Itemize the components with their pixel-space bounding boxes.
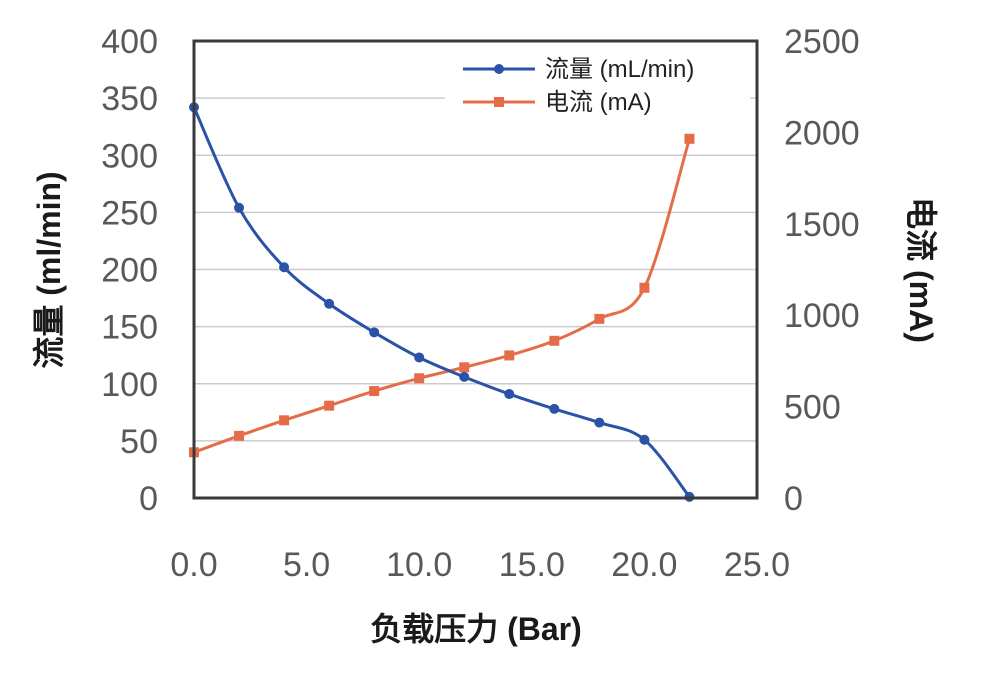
data-point-flow [279, 262, 290, 273]
legend-label-current: 电流 (mA) [545, 89, 652, 116]
data-point-flow [549, 403, 560, 414]
x-tick-label: 5.0 [283, 546, 330, 584]
plot-series [189, 102, 695, 502]
x-tick-label: 20.0 [611, 546, 677, 584]
y-left-tick-label: 0 [139, 480, 158, 518]
y-left-tick-label: 50 [120, 423, 158, 461]
series-line-flow [192, 106, 691, 498]
data-point-current [369, 386, 380, 397]
data-point-flow [459, 371, 470, 382]
tick-labels: 0 50 100 150 200 250 300 350 400 0 500 1000 1500 2000… [101, 23, 859, 584]
y-left-tick-label: 350 [101, 80, 158, 118]
gridlines [194, 97, 757, 442]
data-point-current [684, 133, 695, 144]
legend-label-flow: 流量 (mL/min) [545, 56, 694, 83]
data-point-current [279, 415, 290, 426]
legend-background [445, 50, 750, 122]
y-right-tick-label: 500 [784, 389, 841, 427]
plot-frame [192, 39, 759, 500]
data-point-current [234, 430, 245, 441]
legend-marker-flow [494, 64, 504, 74]
data-point-current [594, 313, 605, 324]
data-point-flow [594, 417, 605, 428]
legend: 流量 (mL/min) 电流 (mA) [445, 50, 750, 122]
series-line-current [193, 138, 691, 454]
data-point-current [324, 400, 335, 411]
data-point-flow [324, 298, 335, 309]
data-point-current [414, 373, 425, 384]
data-point-current [639, 282, 650, 293]
data-point-flow [234, 202, 245, 213]
y-left-tick-label: 400 [101, 23, 158, 61]
x-tick-label: 25.0 [724, 546, 790, 584]
data-point-flow [639, 434, 650, 445]
y-left-tick-label: 150 [101, 309, 158, 347]
y-left-tick-label: 100 [101, 366, 158, 404]
y-left-tick-label: 200 [101, 252, 158, 290]
legend-marker-current [494, 97, 504, 107]
data-point-current [459, 362, 470, 373]
y-right-tick-label: 2500 [784, 23, 860, 61]
data-point-current [504, 350, 515, 361]
data-point-current [549, 335, 560, 346]
y-right-tick-label: 0 [784, 480, 803, 518]
y-left-tick-label: 300 [101, 137, 158, 175]
x-tick-label: 15.0 [499, 546, 565, 584]
y-right-tick-label: 2000 [784, 114, 860, 152]
x-tick-label: 10.0 [386, 546, 452, 584]
y-axis-right-title: 电流 (mA) [903, 197, 939, 343]
y-right-tick-label: 1000 [784, 297, 860, 335]
y-right-tick-label: 1500 [784, 206, 860, 244]
y-axis-left-title: 流量 (ml/min) [31, 171, 67, 368]
y-left-tick-label: 250 [101, 194, 158, 232]
x-axis-title: 负载压力 (Bar) [370, 611, 582, 647]
data-point-flow [504, 389, 515, 400]
data-point-flow [414, 352, 425, 363]
x-tick-label: 0.0 [170, 546, 217, 584]
data-point-flow [369, 327, 380, 338]
